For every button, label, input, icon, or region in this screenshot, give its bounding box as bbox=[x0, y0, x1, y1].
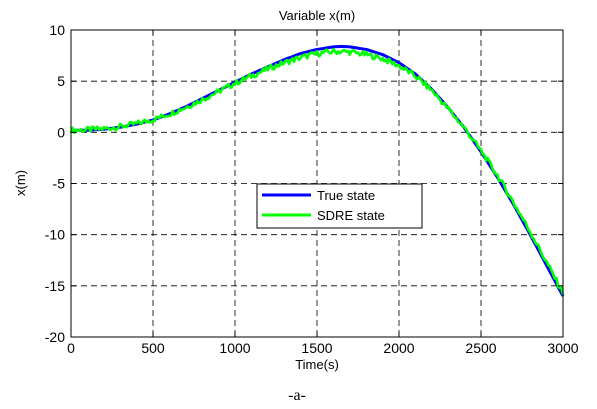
x-tick-label: 0 bbox=[67, 340, 75, 356]
y-tick-label: -5 bbox=[53, 176, 66, 192]
legend: True state SDRE state bbox=[256, 183, 423, 229]
x-tick-label: 1500 bbox=[301, 340, 332, 356]
figure-caption: -a- bbox=[288, 387, 306, 404]
x-tick-label: 500 bbox=[141, 340, 165, 356]
y-tick-label: 0 bbox=[57, 124, 65, 140]
x-tick-label: 3000 bbox=[547, 340, 578, 356]
legend-box bbox=[256, 183, 423, 229]
y-tick-label: 10 bbox=[49, 22, 65, 38]
y-tick-label: -20 bbox=[45, 329, 65, 345]
series-line-sdre-state bbox=[69, 47, 565, 296]
tick-labels: 0 500 1000 1500 2000 2500 3000 10 5 0 -5 -10 -15 -20 bbox=[45, 22, 579, 356]
x-axis-label: Time(s) bbox=[295, 357, 339, 372]
x-tick-label: 2500 bbox=[465, 340, 496, 356]
x-tick-label: 2000 bbox=[383, 340, 414, 356]
chart-title: Variable x(m) bbox=[279, 8, 355, 23]
y-tick-label: -10 bbox=[45, 227, 65, 243]
tick-marks bbox=[70, 29, 564, 338]
legend-label-sdre-state: SDRE state bbox=[317, 208, 385, 223]
series-layer bbox=[69, 44, 565, 297]
y-axis-label: x(m) bbox=[13, 170, 28, 196]
y-tick-label: 5 bbox=[57, 73, 65, 89]
y-tick-label: -15 bbox=[45, 278, 65, 294]
legend-label-true-state: True state bbox=[317, 188, 375, 203]
x-tick-label: 1000 bbox=[219, 340, 250, 356]
